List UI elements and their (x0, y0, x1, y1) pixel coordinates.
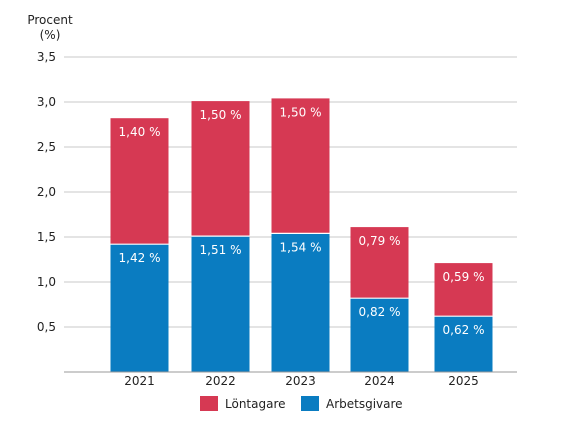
data-label: 1,50 % (200, 108, 242, 122)
x-tick-label: 2025 (448, 374, 479, 388)
bar-arbetsgivare-2022 (191, 236, 250, 372)
data-label: 0,59 % (443, 270, 485, 284)
y-axis-ticks: 0,5 1,0 1,5 2,0 2,5 3,0 3,5 (37, 50, 56, 334)
data-label: 1,54 % (280, 240, 322, 254)
y-tick-label: 3,0 (37, 95, 56, 109)
legend-swatch-arbetsgivare (301, 396, 319, 411)
data-label: 1,51 % (200, 243, 242, 257)
bar-löntagare-2024 (350, 227, 409, 299)
y-tick-label: 1,5 (37, 230, 56, 244)
y-tick-label: 3,5 (37, 50, 56, 64)
y-axis-label-line2: (%) (40, 28, 61, 42)
x-tick-label: 2024 (364, 374, 395, 388)
bar-löntagare-2021 (110, 118, 169, 245)
legend-label-löntagare: Löntagare (225, 397, 286, 411)
data-label: 0,82 % (359, 305, 401, 319)
legend-swatch-löntagare (200, 396, 218, 411)
x-tick-label: 2021 (124, 374, 155, 388)
data-label: 0,79 % (359, 234, 401, 248)
legend-label-arbetsgivare: Arbetsgivare (326, 397, 403, 411)
y-axis-label-line1: Procent (27, 13, 73, 27)
bar-löntagare-2025 (434, 263, 493, 317)
bar-arbetsgivare-2024 (350, 298, 409, 372)
bar-arbetsgivare-2021 (110, 244, 169, 372)
x-tick-label: 2023 (285, 374, 316, 388)
data-label: 1,40 % (119, 125, 161, 139)
bars: 1,42 % 1,40 % 1,51 % 1,50 % 1,54 % 1,50 % 0,82… (110, 98, 493, 372)
data-label: 0,62 % (443, 323, 485, 337)
bar-löntagare-2022 (191, 101, 250, 237)
y-tick-label: 2,0 (37, 185, 56, 199)
data-label: 1,42 % (119, 251, 161, 265)
data-label: 1,50 % (280, 105, 322, 119)
x-tick-label: 2022 (205, 374, 236, 388)
y-tick-label: 0,5 (37, 320, 56, 334)
bar-löntagare-2023 (271, 98, 330, 234)
bar-arbetsgivare-2025 (434, 316, 493, 372)
bar-arbetsgivare-2023 (271, 233, 330, 372)
x-axis-ticks: 2021 2022 2023 2024 2025 (124, 374, 479, 388)
legend: Löntagare Arbetsgivare (200, 396, 403, 411)
y-tick-label: 2,5 (37, 140, 56, 154)
y-tick-label: 1,0 (37, 275, 56, 289)
